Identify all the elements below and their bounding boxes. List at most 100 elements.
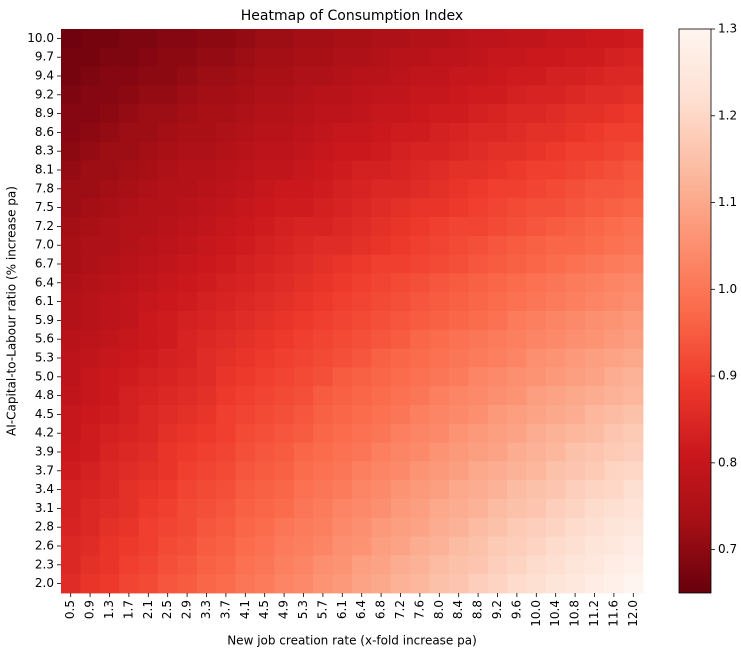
heatmap-cell: [546, 141, 566, 161]
heatmap-cell: [158, 217, 178, 237]
heatmap-cell: [623, 423, 644, 443]
heatmap-cell: [158, 405, 178, 425]
heatmap-cell: [604, 104, 624, 124]
heatmap-cell: [623, 273, 644, 293]
heatmap-cell: [371, 423, 392, 443]
heatmap-cell: [99, 405, 120, 425]
heatmap-cell: [216, 217, 236, 237]
heatmap-cell: [293, 29, 314, 49]
heatmap-cell: [216, 461, 236, 481]
heatmap-cell: [371, 29, 392, 49]
heatmap-cell: [99, 442, 120, 462]
heatmap-cell: [177, 198, 198, 218]
heatmap-cell: [99, 499, 120, 519]
heatmap-cell: [429, 141, 450, 161]
heatmap-cell: [410, 123, 430, 143]
heatmap-cell: [255, 66, 275, 86]
heatmap-cell: [255, 480, 275, 500]
heatmap-cell: [216, 85, 236, 105]
heatmap-cell: [119, 254, 139, 274]
x-tick-label: 9.2: [490, 600, 504, 619]
heatmap-cell: [216, 123, 236, 143]
heatmap-cell: [507, 480, 527, 500]
heatmap-cell: [507, 423, 527, 443]
heatmap-cell: [80, 47, 101, 67]
heatmap-cell: [274, 480, 295, 500]
heatmap-cell: [371, 517, 392, 537]
heatmap-cell: [449, 29, 469, 49]
heatmap-cell: [352, 273, 372, 293]
heatmap-cell: [487, 160, 508, 180]
heatmap-cell: [196, 405, 217, 425]
heatmap-cell: [196, 254, 217, 274]
heatmap-cell: [352, 329, 372, 349]
heatmap-cell: [138, 198, 159, 218]
heatmap-cell: [565, 405, 586, 425]
heatmap-cell: [138, 85, 159, 105]
heatmap-cell: [177, 405, 198, 425]
heatmap-cell: [390, 217, 411, 237]
heatmap-cell: [255, 235, 275, 255]
heatmap-cell: [390, 179, 411, 199]
heatmap-cell: [332, 499, 353, 519]
heatmap-cell: [61, 254, 81, 274]
heatmap-cell: [255, 386, 275, 406]
heatmap-cell: [158, 517, 178, 537]
heatmap-cell: [313, 273, 333, 293]
heatmap-cell: [468, 104, 489, 124]
heatmap-cell: [352, 198, 372, 218]
heatmap-cell: [487, 235, 508, 255]
heatmap-cell: [61, 85, 81, 105]
heatmap-cell: [487, 461, 508, 481]
heatmap-cell: [61, 517, 81, 537]
heatmap-cell: [468, 386, 489, 406]
heatmap-cell: [546, 386, 566, 406]
heatmap-cell: [565, 311, 586, 331]
heatmap-cell: [196, 329, 217, 349]
heatmap-cell: [604, 85, 624, 105]
heatmap-cell: [352, 104, 372, 124]
heatmap-cell: [546, 273, 566, 293]
heatmap-cell: [293, 179, 314, 199]
y-tick-label: 9.4: [35, 69, 54, 83]
heatmap-cell: [507, 442, 527, 462]
heatmap-cell: [507, 517, 527, 537]
heatmap-cell: [526, 66, 547, 86]
heatmap-cell: [119, 386, 139, 406]
heatmap-cell: [313, 311, 333, 331]
heatmap-cell: [293, 85, 314, 105]
heatmap-cell: [177, 311, 198, 331]
heatmap-cell: [274, 85, 295, 105]
heatmap-cell: [196, 141, 217, 161]
y-tick-label: 2.8: [35, 520, 54, 534]
heatmap-cell: [332, 405, 353, 425]
heatmap-cell: [429, 329, 450, 349]
heatmap-cell: [61, 480, 81, 500]
heatmap-cell: [604, 329, 624, 349]
heatmap-cell: [196, 555, 217, 575]
heatmap-cell: [313, 517, 333, 537]
heatmap-cell: [177, 348, 198, 368]
heatmap-cell: [604, 574, 624, 594]
heatmap-cell: [487, 499, 508, 519]
heatmap-cell: [565, 123, 586, 143]
heatmap-cell: [99, 348, 120, 368]
heatmap-cell: [623, 348, 644, 368]
heatmap-cell: [623, 461, 644, 481]
heatmap-cell: [584, 123, 605, 143]
heatmap-cell: [546, 480, 566, 500]
heatmap-cell: [429, 85, 450, 105]
heatmap-cell: [293, 104, 314, 124]
heatmap-cell: [623, 179, 644, 199]
heatmap-cell: [584, 85, 605, 105]
heatmap-cell: [138, 104, 159, 124]
heatmap-cell: [177, 179, 198, 199]
heatmap-cell: [61, 47, 81, 67]
heatmap-cell: [468, 47, 489, 67]
y-tick-label: 10.0: [27, 31, 54, 45]
heatmap-cell: [293, 405, 314, 425]
heatmap-cell: [468, 311, 489, 331]
heatmap-cell: [584, 555, 605, 575]
heatmap-cell: [390, 160, 411, 180]
heatmap-cell: [158, 348, 178, 368]
